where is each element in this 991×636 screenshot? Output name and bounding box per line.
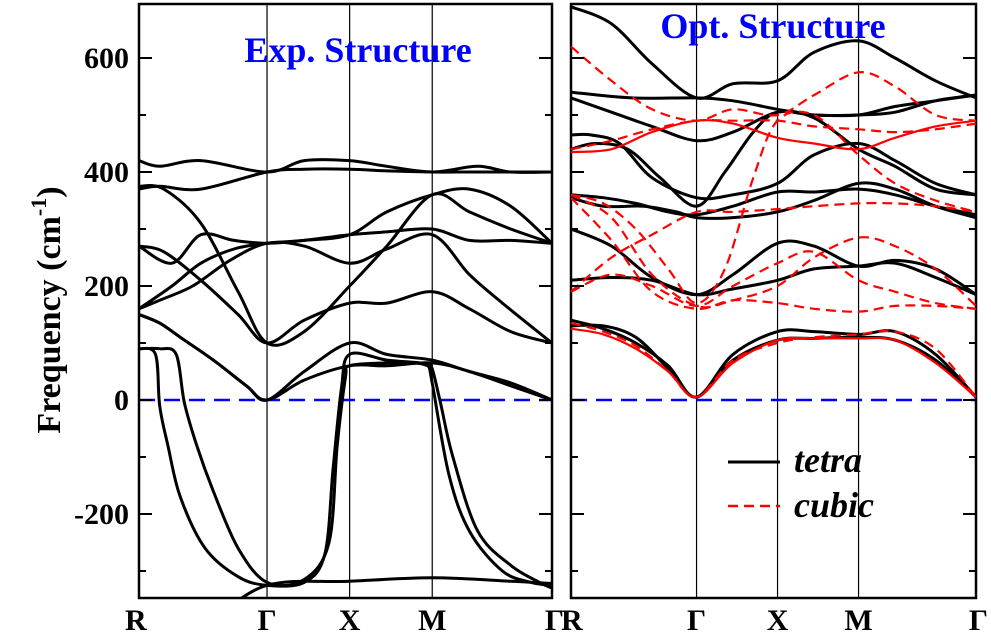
branch-tetra-1 [139, 167, 552, 192]
branch-tetra-10 [571, 323, 976, 399]
branch-tetra-8 [139, 313, 552, 402]
x-tick-label-3: M [418, 604, 446, 636]
x-tick-label-1: Γ [687, 604, 706, 636]
branch-tetra-9 [571, 318, 976, 399]
branch-cubic-19 [571, 327, 976, 399]
branch-cubic-11 [571, 45, 976, 122]
y-tick-label: 200 [84, 270, 129, 303]
branch-cubic-13 [571, 110, 976, 305]
branch-tetra-5 [571, 187, 976, 217]
panel-exp-frame [137, 2, 554, 600]
branch-tetra-8 [571, 261, 976, 297]
legend-label-tetra: tetra [794, 440, 862, 480]
panel-opt-structure: R Γ X M Γ Opt. Structure tetra cubic [561, 2, 988, 636]
x-tick-label-2: X [767, 604, 789, 636]
branch-tetra-6 [571, 181, 976, 220]
x-tick-label-4: Γ [969, 604, 988, 636]
panel-exp-title: Exp. Structure [244, 30, 471, 70]
y-axis-label-main: Frequency (cm [31, 216, 68, 433]
y-tick-label: -200 [74, 498, 129, 531]
panel-opt-title: Opt. Structure [660, 6, 885, 46]
panel-exp-structure: -200 0 200 400 600 R Γ X M Γ Exp. Structure [74, 2, 564, 636]
branch-tetra-3 [139, 244, 552, 345]
legend: tetra cubic [728, 440, 874, 525]
y-tick-label: 600 [84, 42, 129, 75]
branch-tetra-0 [571, 5, 976, 100]
branch-tetra-5 [139, 227, 552, 311]
x-tick-label-1: Γ [257, 604, 276, 636]
y-axis-label-close: ) [31, 186, 68, 197]
branch-cubic-16 [571, 193, 976, 309]
branch-tetra-3 [571, 132, 976, 201]
x-tick-label-3: M [844, 604, 872, 636]
y-tick-label: 0 [114, 384, 129, 417]
branch-cubic-20 [571, 119, 976, 154]
x-tick-label-0: R [561, 604, 583, 636]
branch-cubic-17 [571, 196, 976, 313]
y-axis-label-sup: -1 [26, 198, 51, 216]
branch-tetra-9 [139, 346, 552, 590]
legend-label-cubic: cubic [794, 485, 874, 525]
branch-cubic-14 [571, 201, 976, 293]
branch-cubic-15 [571, 250, 976, 310]
branch-tetra-4 [571, 109, 976, 208]
x-tick-label-0: R [125, 604, 147, 636]
x-tick-label-4: Γ [545, 604, 564, 636]
branch-tetra-0 [139, 158, 552, 174]
branch-tetra-10 [139, 346, 552, 588]
x-tick-label-2: X [339, 604, 361, 636]
branch-tetra-7 [571, 227, 976, 297]
panel-opt-frame [569, 2, 978, 600]
branch-tetra-11 [239, 576, 552, 598]
y-axis-label: Frequency (cm-1) [26, 186, 68, 433]
branch-tetra-6 [139, 232, 552, 345]
y-tick-label: 400 [84, 156, 129, 189]
